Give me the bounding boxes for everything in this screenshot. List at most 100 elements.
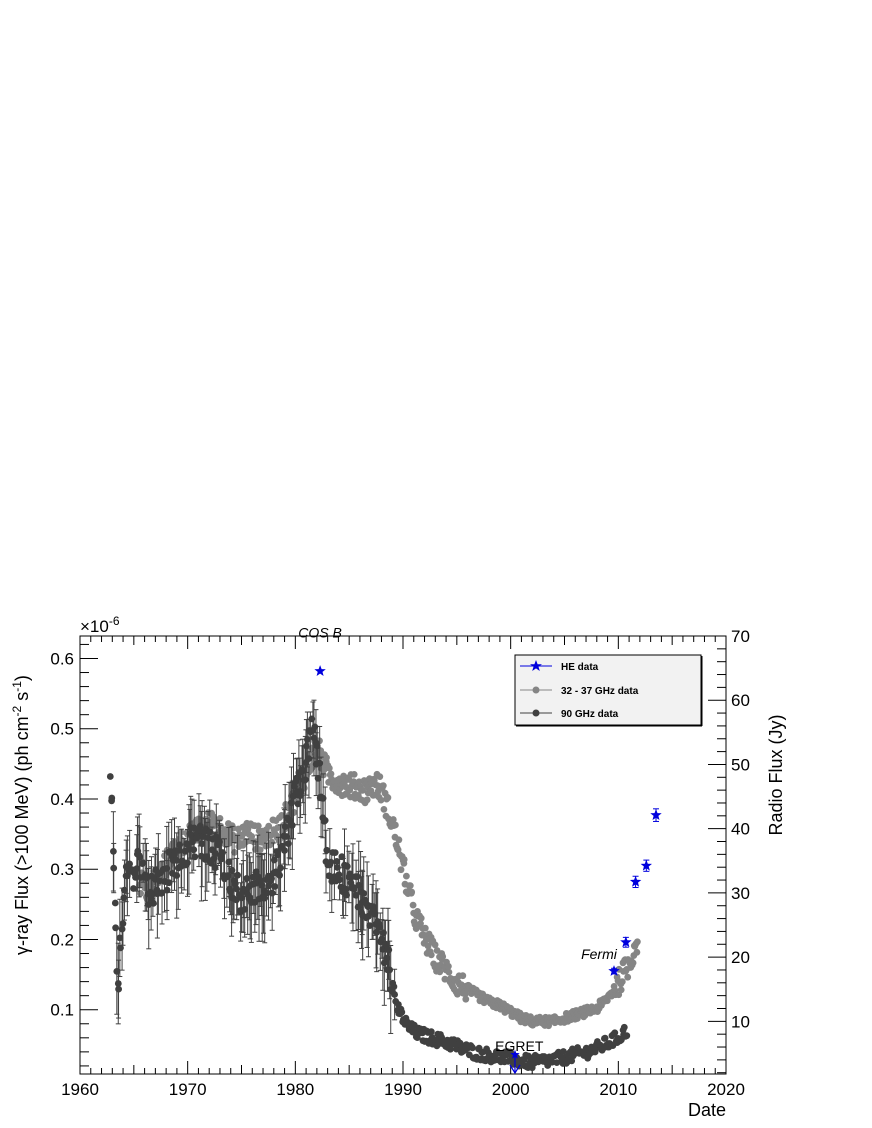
point-32-37ghz <box>431 941 439 949</box>
point-90ghz <box>133 865 141 872</box>
y-right-tick-label: 50 <box>731 755 750 774</box>
point-90ghz <box>121 886 128 894</box>
point-32-37ghz <box>403 872 410 880</box>
point-90ghz <box>268 889 276 897</box>
point-90ghz <box>305 755 313 762</box>
point-90ghz <box>560 1048 567 1055</box>
point-90ghz <box>112 924 119 932</box>
point-90ghz <box>238 894 246 902</box>
y-right-tick-label: 10 <box>731 1012 750 1031</box>
point-90ghz <box>158 889 166 897</box>
point-32-37ghz <box>459 972 467 980</box>
point-32-37ghz <box>400 856 408 863</box>
x-tick-label: 1980 <box>276 1080 314 1099</box>
point-32-37ghz <box>392 821 399 829</box>
point-90ghz <box>447 1045 454 1053</box>
y-right-tick-label: 20 <box>731 948 750 967</box>
legend-label-90ghz: 90 GHz data <box>561 709 619 720</box>
y-left-tick-label: 0.2 <box>50 930 74 949</box>
point-90ghz <box>113 968 121 975</box>
point-90ghz <box>390 983 398 991</box>
point-90ghz <box>277 864 284 872</box>
point-32-37ghz <box>618 978 626 986</box>
point-90ghz <box>224 872 232 879</box>
point-90ghz <box>108 794 116 802</box>
point-32-37ghz <box>177 829 185 836</box>
point-32-37ghz <box>376 773 384 780</box>
legend-entry-32-37ghz: 32 - 37 GHz data <box>520 686 639 697</box>
point-90ghz <box>366 922 374 929</box>
he-point <box>314 665 326 676</box>
point-32-37ghz <box>274 824 282 831</box>
point-32-37ghz <box>350 771 358 778</box>
point-90ghz <box>163 886 171 894</box>
point-90ghz <box>391 991 398 998</box>
point-90ghz <box>198 840 206 848</box>
point-90ghz <box>243 875 251 882</box>
point-90ghz <box>234 871 242 879</box>
point-90ghz <box>271 883 279 890</box>
x-tick-label: 1960 <box>61 1080 99 1099</box>
point-32-37ghz <box>427 951 435 959</box>
point-90ghz <box>191 853 199 861</box>
point-90ghz <box>281 847 288 854</box>
point-32-37ghz <box>380 806 388 813</box>
point-90ghz <box>173 872 181 879</box>
circle-marker <box>532 709 540 717</box>
point-90ghz <box>304 736 311 743</box>
point-90ghz <box>293 774 300 782</box>
point-90ghz <box>335 871 343 879</box>
point-90ghz <box>150 899 157 907</box>
point-32-37ghz <box>397 866 405 874</box>
point-90ghz <box>119 920 127 927</box>
point-32-37ghz <box>409 901 417 909</box>
point-90ghz <box>136 853 144 861</box>
point-90ghz <box>118 925 126 933</box>
y-right-tick-label: 40 <box>731 820 750 839</box>
point-90ghz <box>218 855 226 863</box>
point-32-37ghz <box>436 968 444 976</box>
y-axis-left-label: γ-ray Flux (>100 MeV) (ph cm-2 s-1) <box>10 675 32 955</box>
point-32-37ghz <box>359 786 366 794</box>
legend-label-32-37ghz: 32 - 37 GHz data <box>561 686 639 697</box>
point-90ghz <box>316 759 324 767</box>
axis-ticks: 1960 1970 1980 1990 2000 2010 20200.10.20.30.4… <box>50 627 750 1099</box>
annotation-label: Fermi <box>581 946 618 962</box>
point-90ghz <box>281 823 289 830</box>
point-32-37ghz <box>325 764 333 772</box>
y-axis-right-label: Radio Flux (Jy) <box>766 714 786 835</box>
he-point <box>608 965 620 976</box>
point-90ghz <box>376 923 383 931</box>
he-point <box>620 936 632 948</box>
x-tick-label: 2010 <box>599 1080 637 1099</box>
point-32-37ghz <box>265 822 273 830</box>
left-axis-exponent: ×10-6 <box>80 614 120 636</box>
point-32-37ghz <box>406 882 414 889</box>
point-32-37ghz <box>278 812 285 819</box>
point-32-37ghz <box>629 959 637 967</box>
point-90ghz <box>620 1023 628 1031</box>
y-left-tick-label: 0.4 <box>50 790 74 809</box>
point-90ghz <box>623 1032 631 1040</box>
point-32-37ghz <box>256 846 264 854</box>
point-90ghz <box>288 821 296 829</box>
point-90ghz <box>184 859 191 867</box>
point-90ghz <box>301 776 309 784</box>
annotation-label: COS B <box>298 624 342 640</box>
point-90ghz <box>165 879 173 887</box>
point-90ghz <box>398 1008 406 1016</box>
point-32-37ghz <box>445 968 453 976</box>
point-90ghz <box>225 858 233 866</box>
point-90ghz <box>343 891 350 899</box>
point-32-37ghz <box>389 816 397 823</box>
point-90ghz <box>378 935 386 943</box>
legend-entry-90ghz: 90 GHz data <box>520 709 619 720</box>
series-he-marks <box>314 665 662 1075</box>
point-90ghz <box>311 723 319 731</box>
legend-entry-he: HE data <box>520 660 599 673</box>
circle-marker <box>532 686 540 694</box>
star-marker <box>530 660 542 671</box>
point-90ghz <box>130 885 137 892</box>
he-upper-limit <box>509 1049 521 1075</box>
